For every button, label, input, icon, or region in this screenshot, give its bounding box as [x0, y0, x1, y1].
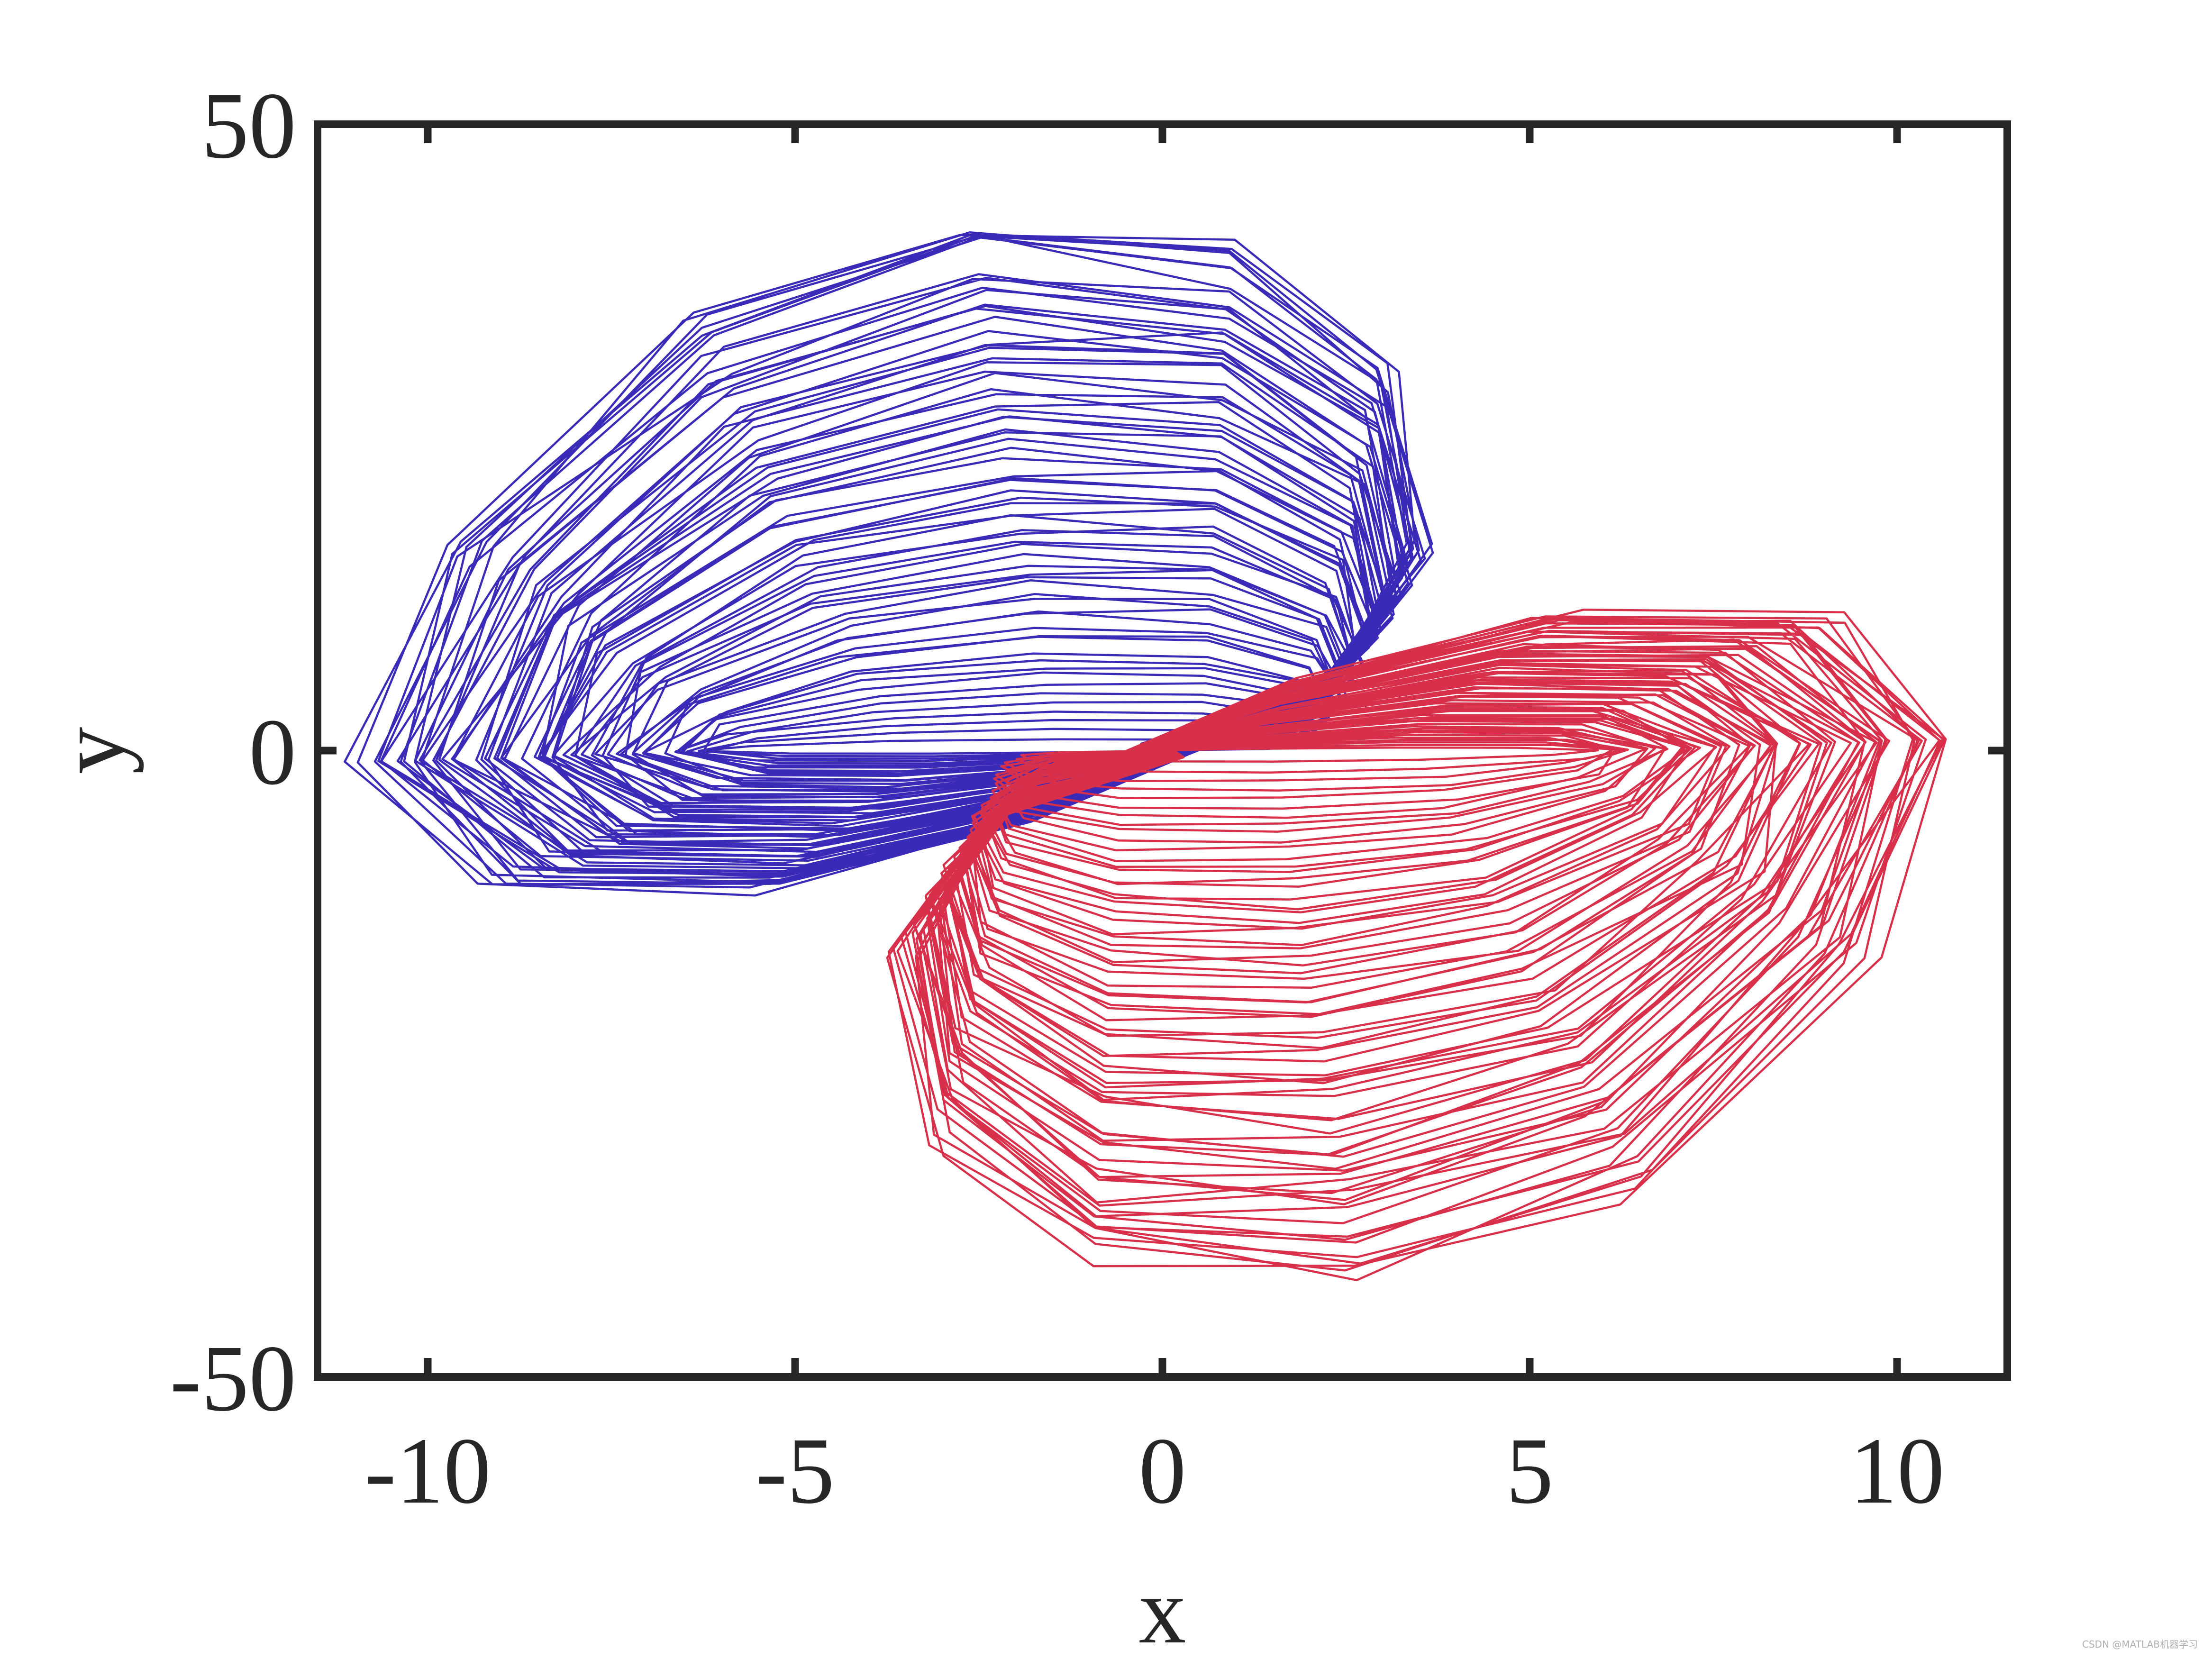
y-axis-label: y [39, 727, 144, 775]
series-upper-lobe-line [344, 231, 1434, 897]
x-tick-label: -5 [756, 1419, 835, 1523]
x-tick-label: 10 [1850, 1419, 1945, 1523]
x-tick-label: -10 [364, 1419, 491, 1523]
plot-lines [344, 231, 1947, 1282]
x-tick-label: 5 [1506, 1419, 1554, 1523]
x-axis-label: x [1139, 1559, 1186, 1659]
y-tick-label: 0 [249, 700, 296, 805]
y-tick-label: 50 [201, 73, 296, 178]
y-tick-label: -50 [170, 1326, 296, 1431]
x-tick-label: 0 [1139, 1419, 1186, 1523]
axis-ticks [318, 120, 2007, 1381]
series-lower-lobe-line [886, 608, 1947, 1282]
watermark: CSDN @MATLAB机器学习 [2082, 1639, 2198, 1650]
